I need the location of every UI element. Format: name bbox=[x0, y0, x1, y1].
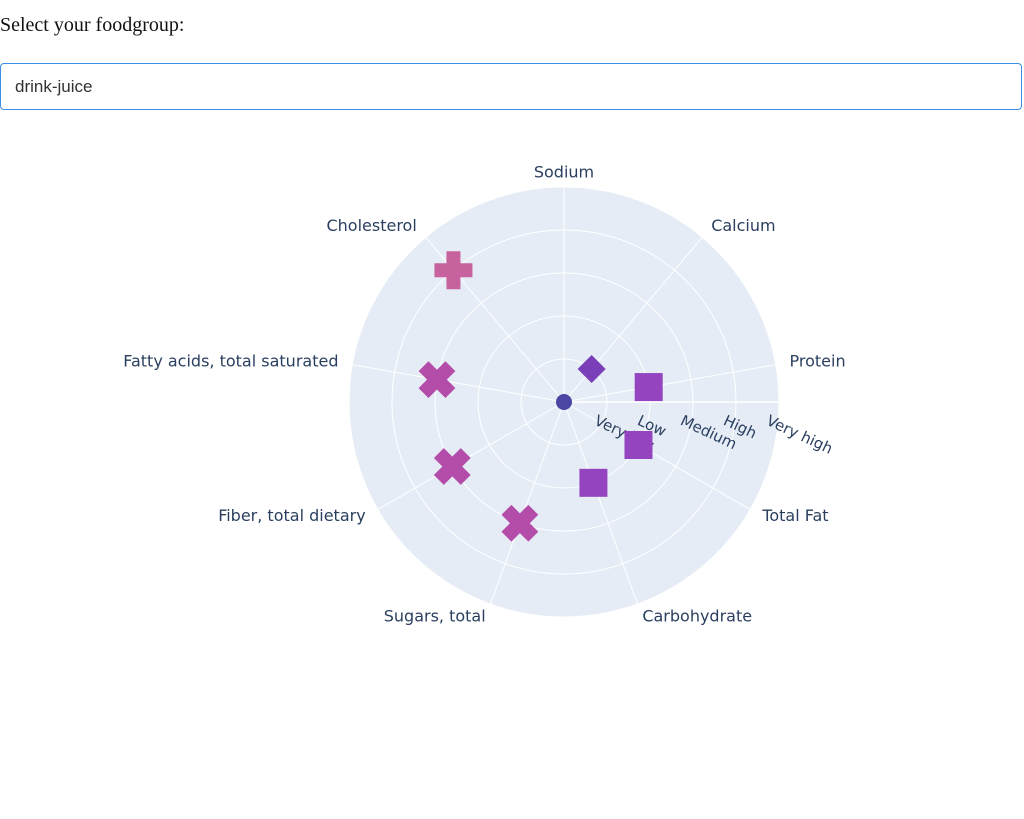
angular-gridline bbox=[489, 401, 565, 605]
axis-label-cholesterol: Cholesterol bbox=[326, 216, 416, 235]
marker-carbohydrate[interactable] bbox=[579, 468, 608, 497]
axis-label-fiber-total-dietary: Fiber, total dietary bbox=[218, 506, 365, 525]
axis-label-total-fat: Total Fat bbox=[761, 506, 828, 525]
marker-sugars-total[interactable] bbox=[493, 496, 547, 550]
axis-label-calcium: Calcium bbox=[711, 216, 775, 235]
marker-calcium[interactable] bbox=[577, 355, 606, 384]
foodgroup-dropdown[interactable]: drink-juice bbox=[0, 63, 1022, 110]
axis-label-protein: Protein bbox=[790, 352, 846, 371]
marker-sodium[interactable] bbox=[556, 394, 572, 410]
angular-gridline bbox=[563, 364, 776, 403]
axis-label-carbohydrate: Carbohydrate bbox=[642, 607, 752, 626]
angular-gridline bbox=[377, 401, 565, 510]
marker-total-fat[interactable] bbox=[624, 431, 653, 459]
marker-fatty-acids-total-saturated[interactable] bbox=[410, 353, 464, 407]
angular-gridline bbox=[563, 401, 639, 605]
marker-cholesterol[interactable] bbox=[434, 251, 473, 290]
angular-gridline bbox=[563, 401, 751, 510]
axis-label-fatty-acids-total-saturated: Fatty acids, total saturated bbox=[123, 352, 338, 371]
foodgroup-prompt: Select your foodgroup: bbox=[0, 14, 185, 36]
angular-gridline bbox=[352, 364, 565, 403]
axis-label-sugars-total: Sugars, total bbox=[384, 607, 486, 626]
marker-fiber-total-dietary[interactable] bbox=[425, 440, 479, 494]
axis-label-sodium: Sodium bbox=[534, 163, 594, 182]
radar-chart: Sodium Calcium Protein Total Fat Carbohydrat… bbox=[123, 163, 846, 626]
marker-protein[interactable] bbox=[634, 373, 663, 402]
dropdown-selected-value: drink-juice bbox=[15, 77, 93, 96]
